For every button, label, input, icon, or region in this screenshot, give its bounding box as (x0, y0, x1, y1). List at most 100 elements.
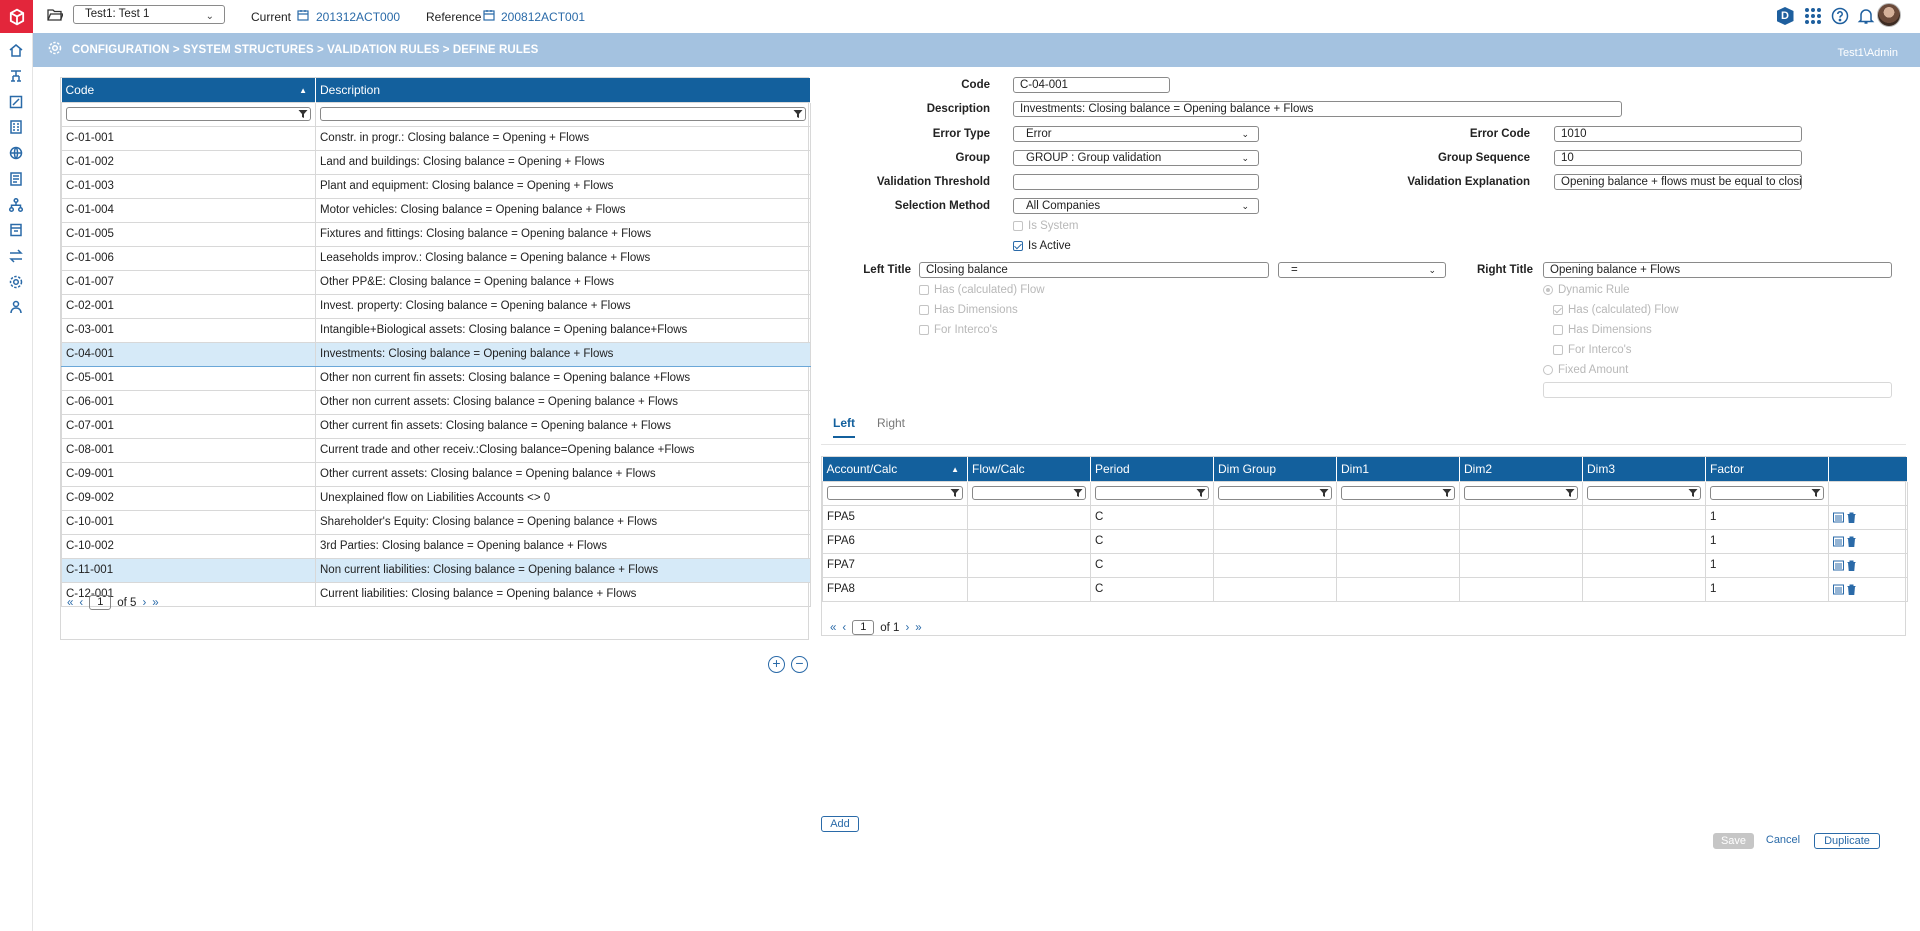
calendar-icon[interactable] (297, 9, 309, 21)
table-row[interactable]: FPA7 C 1 (822, 552, 1908, 578)
archive-icon[interactable] (7, 221, 25, 239)
table-row[interactable]: C-02-001 Invest. property: Closing balanc… (61, 293, 811, 319)
column-filter-input[interactable] (1095, 486, 1209, 500)
filter-icon[interactable] (1688, 488, 1698, 498)
table-row[interactable]: FPA6 C 1 (822, 528, 1908, 554)
report-icon[interactable] (7, 170, 25, 188)
column-filter-input[interactable] (1218, 486, 1332, 500)
tab-right[interactable]: Right (877, 416, 906, 430)
add-line-button[interactable]: Add (821, 816, 859, 832)
filter-icon[interactable] (950, 488, 960, 498)
table-row[interactable]: C-06-001 Other non current assets: Closin… (61, 389, 811, 415)
table-row[interactable]: FPA8 C 1 (822, 576, 1908, 602)
previous-page-icon[interactable]: ‹ (79, 596, 84, 609)
next-page-icon[interactable]: › (142, 596, 147, 609)
filter-icon[interactable] (1442, 488, 1452, 498)
column-header-description[interactable]: Description (315, 78, 811, 102)
table-row[interactable]: C-09-002 Unexplained flow on Liabilities … (61, 485, 811, 511)
cancel-button[interactable]: Cancel (1763, 833, 1803, 849)
delete-row-icon[interactable] (1846, 536, 1857, 547)
table-row[interactable]: C-10-001 Shareholder's Equity: Closing ba… (61, 509, 811, 535)
error-code-field[interactable]: 1010 (1554, 126, 1802, 142)
bell-icon[interactable] (1856, 6, 1876, 26)
last-page-icon[interactable]: » (915, 621, 922, 634)
table-row[interactable]: C-12-001 Current liabilities: Closing bal… (61, 581, 811, 607)
help-icon[interactable] (1830, 6, 1850, 26)
column-filter-input[interactable] (972, 486, 1086, 500)
column-header-dim2[interactable]: Dim2 (1459, 457, 1583, 481)
expand-button[interactable]: + (768, 656, 785, 673)
column-header-code[interactable]: Code ▲ (61, 78, 316, 102)
edit-row-icon[interactable] (1833, 512, 1844, 523)
column-header-factor[interactable]: Factor (1705, 457, 1829, 481)
delete-row-icon[interactable] (1846, 560, 1857, 571)
validation-explanation-field[interactable]: Opening balance + flows must be equal to… (1554, 174, 1802, 190)
left-title-field[interactable]: Closing balance (919, 262, 1269, 278)
network-icon[interactable] (7, 144, 25, 162)
column-filter-input[interactable] (1341, 486, 1455, 500)
table-row[interactable]: C-03-001 Intangible+Biological assets: Cl… (61, 317, 811, 343)
table-row[interactable]: C-01-007 Other PP&E: Closing balance = Op… (61, 269, 811, 295)
reference-period-link[interactable]: 200812ACT001 (501, 10, 586, 24)
is-active-checkbox[interactable]: Is Active (1013, 240, 1071, 252)
table-row[interactable]: C-10-002 3rd Parties: Closing balance = O… (61, 533, 811, 559)
filter-icon[interactable] (1196, 488, 1206, 498)
transfer-icon[interactable] (7, 247, 25, 265)
current-period-link[interactable]: 201312ACT000 (316, 10, 401, 24)
column-header-flow-calc[interactable]: Flow/Calc (967, 457, 1091, 481)
table-row[interactable]: C-05-001 Other non current fin assets: Cl… (61, 365, 811, 391)
table-row[interactable]: FPA5 C 1 (822, 504, 1908, 530)
column-filter-input[interactable] (1710, 486, 1824, 500)
selection-method-select[interactable]: All Companies ⌄ (1013, 198, 1259, 214)
column-header-period[interactable]: Period (1090, 457, 1214, 481)
table-row[interactable]: C-01-002 Land and buildings: Closing bala… (61, 149, 811, 175)
save-button[interactable]: Save (1713, 833, 1754, 849)
filter-icon[interactable] (1073, 488, 1083, 498)
filter-icon[interactable] (1565, 488, 1575, 498)
first-page-icon[interactable]: « (830, 621, 837, 634)
table-row[interactable]: C-01-001 Constr. in progr.: Closing balan… (61, 125, 811, 151)
delete-row-icon[interactable] (1846, 512, 1857, 523)
table-row[interactable]: C-09-001 Other current assets: Closing ba… (61, 461, 811, 487)
last-page-icon[interactable]: » (152, 596, 159, 609)
next-page-icon[interactable]: › (905, 621, 910, 634)
calendar-icon[interactable] (483, 9, 495, 21)
column-filter-input[interactable] (1587, 486, 1701, 500)
previous-page-icon[interactable]: ‹ (842, 621, 847, 634)
building-icon[interactable] (7, 118, 25, 136)
apps-grid-icon[interactable] (1803, 6, 1823, 26)
delete-row-icon[interactable] (1846, 584, 1857, 595)
edit-row-icon[interactable] (1833, 560, 1844, 571)
table-row[interactable]: C-01-003 Plant and equipment: Closing bal… (61, 173, 811, 199)
table-row[interactable]: C-01-006 Leaseholds improv.: Closing bala… (61, 245, 811, 271)
settings-icon[interactable] (7, 273, 25, 291)
right-title-field[interactable]: Opening balance + Flows (1543, 262, 1892, 278)
table-row[interactable]: C-01-004 Motor vehicles: Closing balance … (61, 197, 811, 223)
org-chart-icon[interactable] (7, 196, 25, 214)
column-filter-input[interactable] (827, 486, 963, 500)
group-select[interactable]: GROUP : Group validation ⌄ (1013, 150, 1259, 166)
d-badge-icon[interactable]: D (1775, 6, 1795, 26)
duplicate-button[interactable]: Duplicate (1814, 833, 1880, 849)
page-number-input[interactable]: 1 (852, 620, 875, 635)
validation-threshold-field[interactable] (1013, 174, 1259, 190)
description-field[interactable]: Investments: Closing balance = Opening b… (1013, 101, 1622, 117)
code-filter-input[interactable] (66, 107, 311, 121)
column-header-dim-group[interactable]: Dim Group (1213, 457, 1337, 481)
description-filter-input[interactable] (320, 107, 806, 121)
table-row[interactable]: C-08-001 Current trade and other receiv.:… (61, 437, 811, 463)
table-row[interactable]: C-07-001 Other current fin assets: Closin… (61, 413, 811, 439)
edit-document-icon[interactable] (7, 93, 25, 111)
edit-row-icon[interactable] (1833, 536, 1844, 547)
error-type-select[interactable]: Error ⌄ (1013, 126, 1259, 142)
admin-tools-icon[interactable] (7, 298, 25, 316)
workspace-select[interactable]: Test1: Test 1 ⌄ (73, 5, 225, 24)
app-logo[interactable] (0, 0, 33, 33)
table-row[interactable]: C-11-001 Non current liabilities: Closing… (61, 557, 811, 583)
column-header-account-calc[interactable]: Account/Calc ▲ (822, 457, 968, 481)
page-number-input[interactable]: 1 (89, 595, 112, 610)
operator-select[interactable]: = ⌄ (1278, 262, 1446, 278)
table-row[interactable]: C-01-005 Fixtures and fittings: Closing b… (61, 221, 811, 247)
tab-left[interactable]: Left (833, 416, 855, 438)
edit-row-icon[interactable] (1833, 584, 1844, 595)
